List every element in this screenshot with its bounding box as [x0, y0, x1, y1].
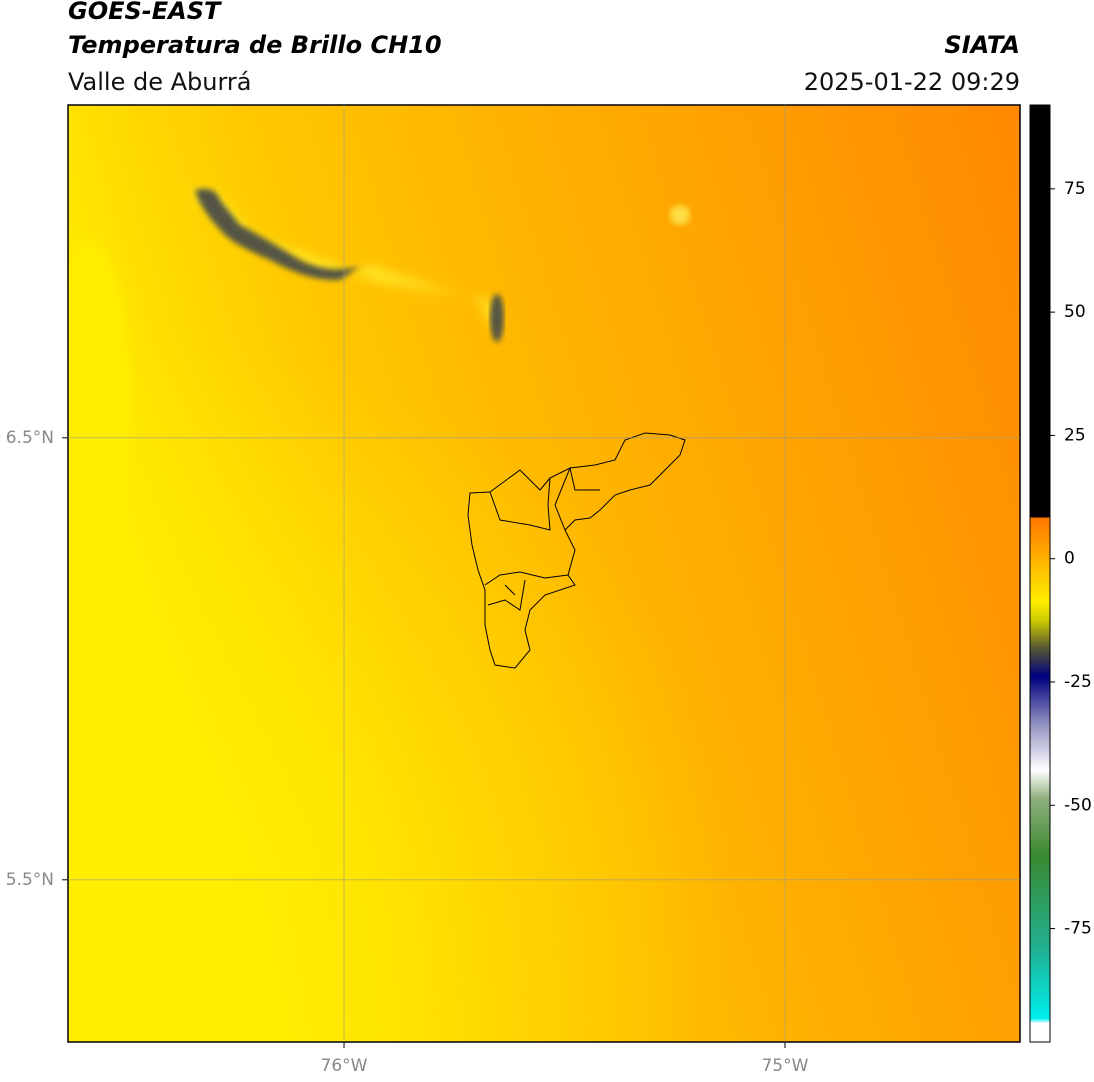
region: Valle de Aburrá — [68, 68, 252, 96]
colorbar-tick-label: -75 — [1064, 919, 1092, 939]
title: GOES-EAST — [68, 0, 222, 25]
colorbar — [1029, 104, 1051, 1043]
x-tick-label: 75°W — [761, 1056, 808, 1076]
colorbar-tick-label: 25 — [1064, 425, 1086, 445]
source: SIATA — [944, 31, 1020, 59]
colorbar-tick-label: 0 — [1064, 549, 1075, 569]
y-tick-label: 5.5°N — [6, 870, 54, 890]
map-frame — [67, 104, 1021, 1043]
valley-outline — [467, 432, 686, 669]
x-tick-label: 76°W — [321, 1056, 368, 1076]
y-tick-label: 6.5°N — [6, 428, 54, 448]
subtitle: Temperatura de Brillo CH10 — [68, 31, 442, 59]
colorbar-tick-label: 50 — [1064, 302, 1086, 322]
datetime: 2025-01-22 09:29 — [804, 68, 1020, 96]
map-image — [68, 105, 1020, 1042]
colorbar-tick-label: -50 — [1064, 795, 1092, 815]
colorbar-tick-label: -25 — [1064, 672, 1092, 692]
colorbar-tick-label: 75 — [1064, 179, 1086, 199]
